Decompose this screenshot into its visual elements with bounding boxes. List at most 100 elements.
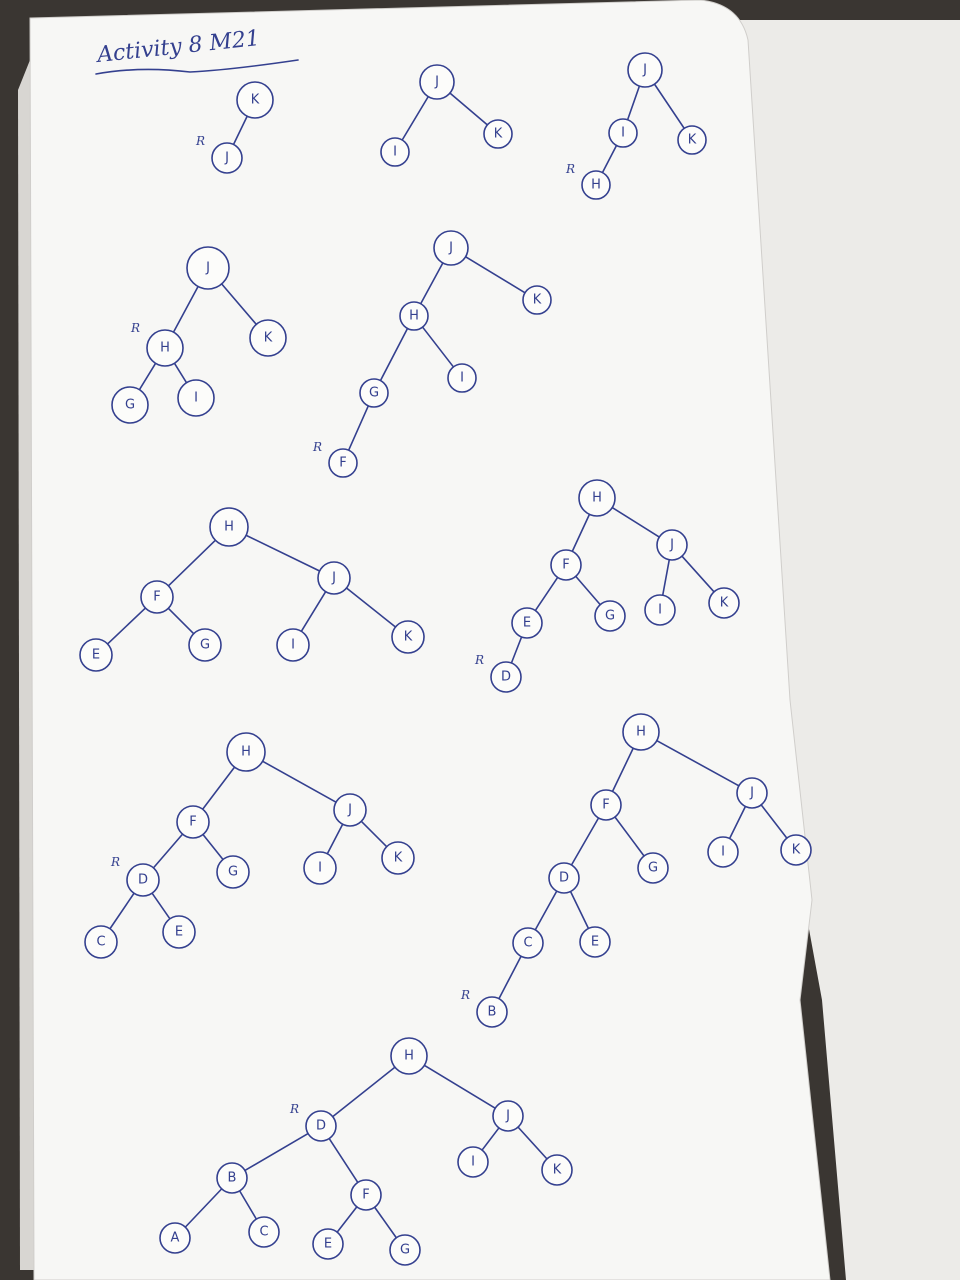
tree-node-circle: [305, 1110, 337, 1142]
tree-edge: [373, 1206, 398, 1239]
tree-node-label: K: [792, 843, 801, 858]
tree-node-circle: [780, 834, 812, 866]
tree-node-label: F: [602, 798, 609, 813]
tree-node-circle: [579, 926, 611, 958]
tree-node-circle: [541, 1154, 573, 1186]
tree-node-circle: [226, 732, 266, 772]
heading-underline: [95, 59, 299, 75]
avl-tree-sketch-9: H F J D G I K C E B R: [460, 713, 812, 1028]
tree-node-circle: [317, 561, 351, 595]
tree-node-label: G: [228, 865, 238, 880]
tree-node-label: K: [264, 331, 273, 346]
tree-edge: [446, 90, 489, 126]
tree-node-label: J: [749, 786, 754, 801]
tree-edge: [517, 1126, 548, 1160]
tree-edge: [652, 80, 685, 130]
tree-node-label: H: [592, 491, 602, 506]
tree-node-circle: [381, 841, 415, 875]
tree-edge: [661, 558, 671, 597]
avl-tree-sketch-1: K J R: [195, 81, 274, 174]
rotation-marker: R: [565, 162, 575, 176]
tree-node-circle: [216, 855, 250, 889]
tree-node-label: I: [471, 1155, 475, 1170]
tree-node-label: H: [241, 745, 251, 760]
tree-node-label: I: [318, 861, 322, 876]
tree-node-circle: [303, 851, 337, 885]
tree-node-label: G: [125, 398, 135, 413]
tree-node-circle: [644, 594, 676, 626]
rotation-marker: R: [474, 653, 484, 667]
tree-edge: [138, 362, 157, 391]
avl-tree-sketch-6: H F J E G I K: [79, 507, 425, 672]
tree-edge: [201, 763, 238, 811]
tree-node-circle: [333, 793, 367, 827]
tree-node-label: J: [669, 538, 674, 553]
tree-node-circle: [637, 852, 669, 884]
tree-node-circle: [578, 479, 616, 517]
tree-node-label: K: [553, 1163, 562, 1178]
tree-node-circle: [236, 81, 274, 119]
tree-edge: [328, 1137, 359, 1184]
tree-node-label: J: [434, 75, 439, 90]
tree-node-circle: [627, 52, 663, 88]
tree-node-label: D: [559, 871, 569, 886]
tree-node-circle: [350, 1179, 382, 1211]
avl-tree-sketch-8: H F J D G I K C E R: [84, 732, 415, 959]
tree-node-label: I: [291, 638, 295, 653]
tree-node-label: E: [591, 935, 599, 950]
tree-node-circle: [608, 118, 638, 148]
tree-node-circle: [511, 607, 543, 639]
tree-node-circle: [419, 64, 455, 100]
tree-edge: [379, 327, 409, 382]
tree-node-label: G: [605, 609, 615, 624]
tree-node-circle: [176, 805, 210, 839]
tree-edge: [238, 1190, 258, 1220]
tree-node-label: B: [488, 1005, 497, 1020]
tree-node-circle: [159, 1222, 191, 1254]
tree-edge: [614, 816, 645, 857]
next-page: [738, 20, 960, 1280]
tree-node-label: F: [153, 590, 160, 605]
tree-node-label: I: [621, 126, 625, 141]
tree-node-label: I: [658, 603, 662, 618]
tree-node-label: H: [404, 1049, 414, 1064]
tree-node-label: C: [96, 935, 105, 950]
tree-node-circle: [211, 142, 243, 174]
tree-edge: [653, 738, 740, 787]
tree-node-circle: [581, 170, 611, 200]
rotation-marker: R: [312, 440, 322, 454]
tree-node-label: K: [720, 596, 729, 611]
tree-node-circle: [359, 378, 389, 408]
tree-node-label: J: [205, 261, 210, 276]
tree-node-label: D: [501, 670, 511, 685]
tree-edge: [498, 955, 522, 1000]
tree-node-label: H: [409, 309, 419, 324]
tree-node-label: E: [175, 925, 183, 940]
tree-edge: [534, 576, 559, 612]
tree-edge: [611, 744, 636, 793]
tree-node-circle: [186, 246, 230, 290]
tree-node-label: J: [347, 803, 352, 818]
tree-edge: [601, 144, 618, 174]
tree-node-label: H: [636, 725, 646, 740]
tree-node-label: F: [362, 1188, 369, 1203]
tree-node-label: I: [721, 845, 725, 860]
rotation-marker: R: [289, 1102, 299, 1116]
tree-edge: [681, 555, 715, 593]
tree-node-circle: [457, 1146, 489, 1178]
tree-node-circle: [84, 925, 118, 959]
notebook-page: [29, 0, 831, 1280]
tree-node-circle: [188, 628, 222, 662]
tree-node-label: D: [138, 873, 148, 888]
tree-edge: [574, 575, 602, 606]
tree-edge: [326, 823, 344, 855]
tree-edge: [345, 587, 397, 628]
tree-node-circle: [483, 119, 513, 149]
tree-node-label: K: [688, 133, 697, 148]
tree-node-circle: [276, 628, 310, 662]
avl-tree-sketch-4: J H K G I R: [111, 246, 287, 424]
tree-node-circle: [490, 661, 522, 693]
tree-node-circle: [391, 620, 425, 654]
tree-edge: [510, 636, 523, 664]
tree-node-circle: [522, 285, 552, 315]
